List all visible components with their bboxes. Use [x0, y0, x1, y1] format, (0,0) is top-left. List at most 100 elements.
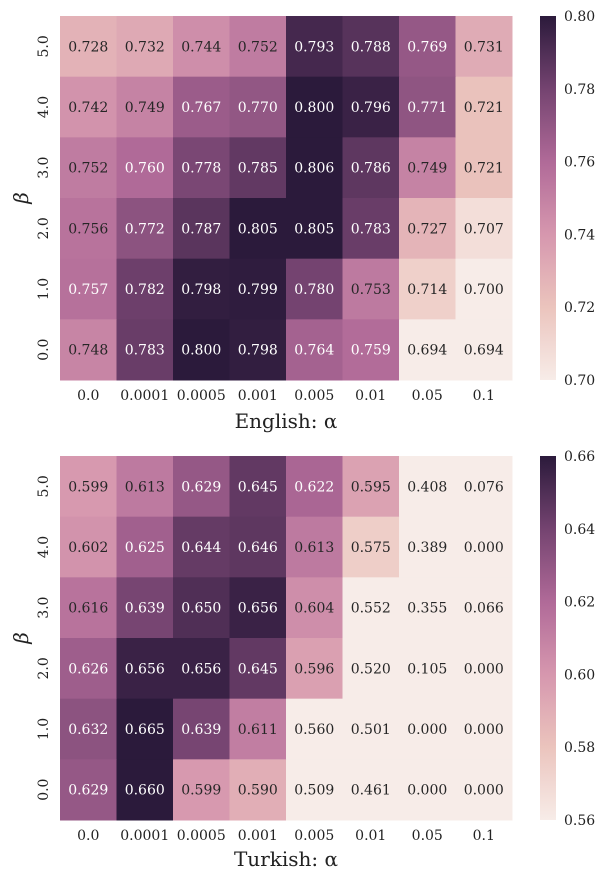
cell-value-label: 0.599: [181, 783, 221, 799]
cell-value-label: 0.785: [238, 161, 278, 177]
x-tick-label: 0.01: [355, 388, 386, 404]
heatmap-cell: [229, 319, 287, 381]
heatmap-cell: [286, 516, 343, 578]
cell-value-label: 0.744: [181, 39, 221, 55]
heatmap-cell: [286, 198, 343, 260]
heatmap-cell: [173, 698, 230, 760]
cell-value-label: 0.461: [351, 783, 391, 799]
y-axis-title: β: [9, 192, 33, 205]
cell-value-label: 0.749: [125, 100, 165, 116]
x-tick-label: 0.0005: [177, 388, 226, 404]
heatmap-cell: [342, 198, 400, 260]
heatmap-cell: [173, 456, 230, 518]
cell-value-label: 0.645: [238, 661, 278, 677]
heatmap-cell: [229, 258, 287, 320]
heatmap-cell: [116, 638, 174, 700]
y-tick-label: 3.0: [36, 157, 52, 179]
cell-value-label: 0.757: [68, 282, 108, 298]
heatmap-cell: [455, 16, 513, 78]
x-tick-label: 0.005: [294, 388, 334, 404]
heatmap-cell: [229, 76, 287, 138]
heatmap-cell: [173, 577, 230, 639]
heatmap-cell: [229, 16, 287, 78]
cell-value-label: 0.780: [294, 282, 334, 298]
heatmap-cell: [229, 198, 287, 260]
cell-value-label: 0.752: [238, 39, 278, 55]
heatmap-cell: [399, 258, 456, 320]
cell-value-label: 0.644: [181, 540, 221, 556]
x-tick-label: 0.01: [355, 828, 386, 844]
x-tick-label: 0.05: [412, 828, 443, 844]
heatmap-cell: [229, 698, 287, 760]
heatmap-cell: [455, 759, 513, 821]
cell-value-label: 0.798: [181, 282, 221, 298]
heatmap-cell: [342, 698, 400, 760]
heatmap-cell: [116, 76, 174, 138]
cell-value-label: 0.650: [181, 601, 221, 617]
colorbar-tick-label: 0.60: [564, 667, 595, 683]
colorbar-tick-label: 0.74: [564, 227, 595, 243]
heatmap-cell: [229, 137, 287, 199]
cell-value-label: 0.793: [294, 39, 334, 55]
cell-value-label: 0.798: [238, 343, 278, 359]
cell-value-label: 0.800: [181, 343, 221, 359]
heatmap-cell: [455, 456, 513, 518]
cell-value-label: 0.700: [464, 282, 504, 298]
cell-value-label: 0.629: [68, 783, 108, 799]
cell-value-label: 0.408: [407, 479, 447, 495]
cell-value-label: 0.000: [407, 722, 447, 738]
cell-value-label: 0.714: [407, 282, 447, 298]
heatmap-cell: [342, 638, 400, 700]
colorbar-tick-label: 0.62: [564, 595, 595, 611]
heatmap-cell: [173, 638, 230, 700]
heatmap-cell: [399, 76, 456, 138]
heatmap-cell: [342, 759, 400, 821]
cell-value-label: 0.656: [125, 661, 165, 677]
y-tick-label: 3.0: [36, 597, 52, 619]
heatmap-cell: [399, 638, 456, 700]
x-tick-label: 0.1: [473, 388, 495, 404]
heatmap-cell: [455, 137, 513, 199]
heatmap-cell: [399, 456, 456, 518]
cell-value-label: 0.389: [407, 540, 447, 556]
cell-value-label: 0.694: [407, 343, 447, 359]
colorbar-tick-label: 0.76: [564, 155, 595, 171]
heatmap-cell: [286, 759, 343, 821]
cell-value-label: 0.786: [351, 161, 391, 177]
cell-value-label: 0.769: [407, 39, 447, 55]
y-tick-label: 2.0: [36, 217, 52, 239]
cell-value-label: 0.355: [407, 601, 447, 617]
y-tick-label: 4.0: [36, 536, 52, 558]
colorbar-tick-label: 0.72: [564, 300, 595, 316]
heatmap-cell: [173, 16, 230, 78]
colorbar: [540, 456, 556, 820]
heatmap-cell: [173, 137, 230, 199]
cell-value-label: 0.645: [238, 479, 278, 495]
heatmap-cell: [116, 198, 174, 260]
cell-value-label: 0.602: [68, 540, 108, 556]
colorbar-tick-label: 0.70: [564, 373, 595, 389]
colorbar-tick-label: 0.58: [564, 740, 595, 756]
cell-value-label: 0.000: [464, 783, 504, 799]
cell-value-label: 0.646: [238, 540, 278, 556]
heatmap-cell: [60, 137, 117, 199]
cell-value-label: 0.767: [181, 100, 221, 116]
y-tick-label: 0.0: [36, 779, 52, 801]
cell-value-label: 0.707: [464, 221, 504, 237]
colorbar-tick-label: 0.66: [564, 449, 595, 465]
cell-value-label: 0.788: [351, 39, 391, 55]
heatmap-cell: [116, 258, 174, 320]
cell-value-label: 0.771: [407, 100, 447, 116]
cell-value-label: 0.552: [351, 601, 391, 617]
cell-value-label: 0.604: [294, 601, 334, 617]
heatmap-cell: [342, 319, 400, 381]
colorbar: [540, 16, 556, 380]
cell-value-label: 0.611: [238, 722, 278, 738]
heatmap-cell: [286, 698, 343, 760]
cell-value-label: 0.805: [294, 221, 334, 237]
heatmap-cell: [229, 759, 287, 821]
colorbar-tick-label: 0.64: [564, 522, 595, 538]
x-tick-label: 0.0001: [120, 828, 169, 844]
cell-value-label: 0.560: [294, 722, 334, 738]
heatmap-cell: [173, 258, 230, 320]
